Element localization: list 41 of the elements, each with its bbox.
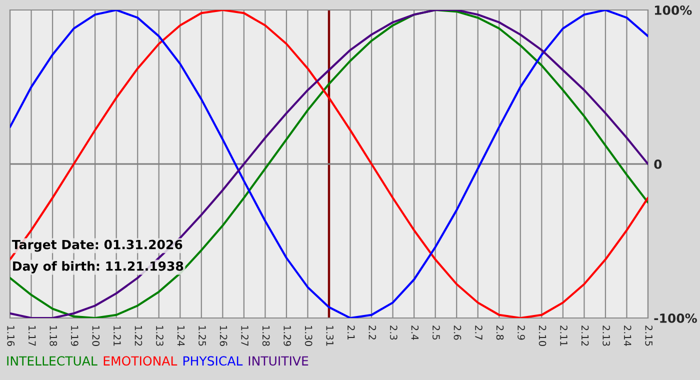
x-tick-label: 2.13: [602, 326, 610, 346]
x-tick-label: 1.17: [28, 326, 36, 346]
annotation: Target Date: 01.31.2026: [12, 240, 182, 252]
x-tick-label: 2.9: [518, 326, 525, 340]
x-tick-label: 1.26: [220, 326, 228, 346]
x-tick-label: 1.27: [241, 326, 248, 346]
text: PHYSICAL: [183, 356, 243, 366]
x-tick-label: 2.6: [454, 326, 462, 340]
x-tick-label: 1.21: [114, 326, 121, 346]
x-tick-label: 2.11: [560, 326, 568, 346]
x-tick-label: 1.24: [177, 326, 185, 346]
x-tick-label: 1.30: [304, 326, 312, 346]
x-tick-label: 2.14: [624, 326, 632, 346]
y-tick-label: -100%: [654, 313, 697, 323]
x-tick-label: 2.4: [411, 326, 419, 340]
y-tick-label: 0: [654, 159, 662, 169]
x-tick-label: 2.5: [432, 326, 440, 340]
x-tick-label: 2.12: [582, 326, 589, 346]
text: INTELLECTUAL: [7, 356, 98, 366]
x-tick-label: 1.22: [134, 326, 142, 346]
text: INTUITIVE: [248, 356, 308, 366]
y-tick-label: 100%: [654, 5, 692, 15]
x-tick-label: 2.15: [645, 326, 653, 346]
text: EMOTIONAL: [104, 356, 178, 366]
x-tick-label: 1.31: [326, 326, 334, 346]
x-tick-label: 2.7: [475, 326, 482, 340]
annotation: Day of birth: 11.21.1938: [13, 261, 184, 274]
x-tick-label: 2.10: [538, 326, 546, 346]
x-tick-label: 1.19: [70, 326, 78, 346]
x-tick-label: 1.18: [50, 326, 58, 346]
x-tick-label: 1.25: [198, 326, 206, 346]
x-tick-label: 2.1: [348, 326, 355, 340]
x-tick-label: 2.3: [390, 326, 398, 340]
x-tick-label: 1.28: [262, 326, 270, 346]
x-tick-label: 2.2: [368, 326, 376, 340]
x-tick-label: 1.16: [7, 326, 15, 346]
line-series: [10, 10, 648, 318]
x-tick-label: 1.29: [284, 326, 291, 346]
x-tick-label: 1.20: [92, 326, 100, 346]
x-tick-label: 1.23: [156, 326, 164, 346]
x-tick-label: 2.8: [496, 326, 504, 340]
